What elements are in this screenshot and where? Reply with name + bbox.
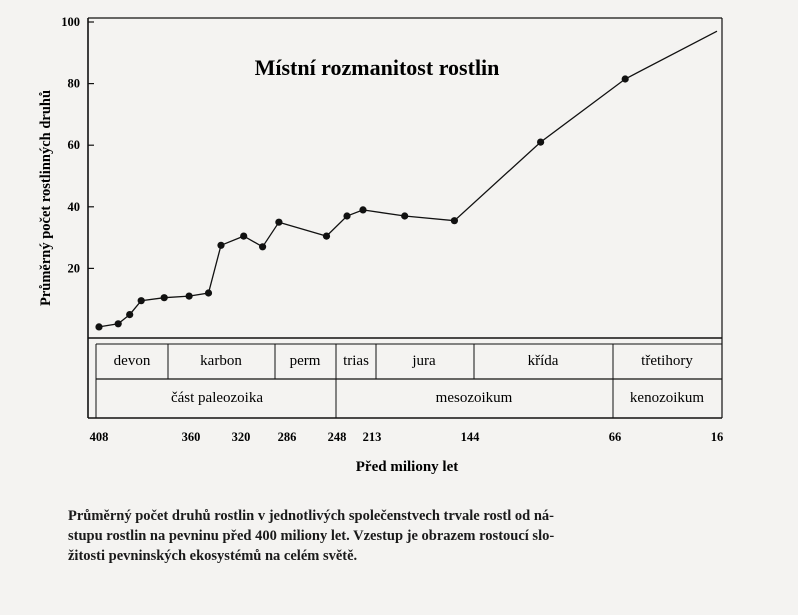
x-tick-label-213: 213	[363, 430, 382, 444]
x-tick-label-248: 248	[328, 430, 347, 444]
x-tick-label-66: 66	[609, 430, 622, 444]
x-tick-label-16: 16	[711, 430, 724, 444]
data-point	[240, 232, 248, 240]
era-label-mesozoikum: mesozoikum	[436, 390, 513, 406]
x-axis-label: Před miliony let	[356, 459, 458, 475]
x-tick-label-408: 408	[90, 430, 109, 444]
y-tick-label: 100	[61, 15, 80, 29]
x-tick-label-320: 320	[232, 430, 251, 444]
y-axis-label: Průměrný počet rostlinných druhů	[38, 90, 54, 306]
data-point	[621, 75, 629, 83]
period-label-trias: trias	[343, 353, 369, 369]
x-tick-label-360: 360	[182, 430, 201, 444]
chart-title: Místní rozmanitost rostlin	[255, 55, 500, 80]
caption-line: stupu rostlin na pevninu před 400 milion…	[68, 528, 555, 544]
data-point	[537, 138, 545, 146]
data-points	[95, 75, 629, 331]
x-tick-label-286: 286	[278, 430, 297, 444]
y-tick-label: 60	[68, 138, 81, 152]
period-label-perm: perm	[290, 353, 321, 369]
data-point	[359, 206, 367, 214]
period-label-devon: devon	[114, 353, 151, 369]
data-point	[401, 212, 409, 220]
era-label-paleozoikum: část paleozoika	[171, 390, 263, 406]
data-point	[322, 232, 331, 240]
caption-line: Průměrný počet druhů rostlin v jednotliv…	[68, 508, 554, 524]
data-point	[450, 217, 458, 225]
y-axis-ticks: 20 40 60 80 100	[61, 15, 94, 275]
y-tick-label: 20	[68, 261, 81, 275]
y-tick-label: 80	[68, 77, 81, 91]
data-point	[204, 289, 213, 297]
data-point	[126, 311, 134, 319]
data-point	[137, 297, 145, 305]
data-point	[95, 323, 103, 331]
caption-line: žitosti pevninských ekosystémů na celém …	[68, 548, 358, 564]
data-point	[217, 241, 225, 249]
period-label-krida: křída	[528, 353, 559, 369]
data-point	[275, 218, 283, 226]
data-point	[343, 212, 351, 220]
y-tick-label: 40	[68, 200, 81, 214]
figure-caption: Průměrný počet druhů rostlin v jednotliv…	[68, 506, 728, 566]
data-point	[160, 294, 168, 302]
period-label-tretihory: třetihory	[641, 353, 693, 369]
period-label-jura: jura	[411, 353, 436, 369]
data-point	[259, 243, 267, 251]
era-label-kenozoikum: kenozoikum	[630, 390, 704, 406]
period-label-karbon: karbon	[200, 353, 242, 369]
data-point	[185, 292, 193, 300]
data-point	[114, 320, 122, 328]
x-tick-label-144: 144	[461, 430, 481, 444]
